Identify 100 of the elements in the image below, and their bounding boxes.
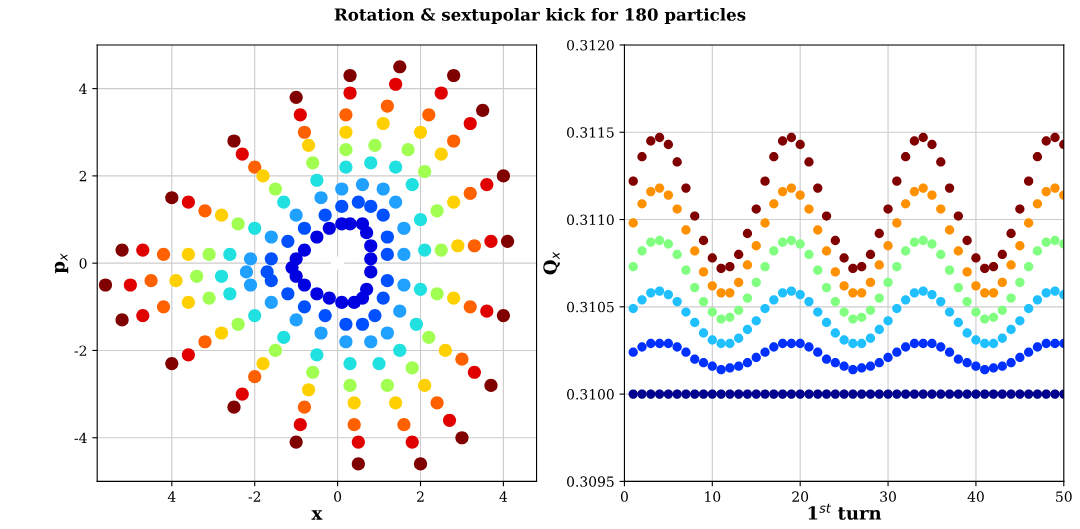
point bbox=[865, 249, 876, 260]
point bbox=[892, 218, 902, 228]
x-tick-label: 4 bbox=[167, 491, 176, 502]
point bbox=[909, 136, 920, 146]
point bbox=[190, 269, 204, 283]
point bbox=[1015, 241, 1025, 251]
point bbox=[1041, 186, 1051, 197]
point bbox=[698, 358, 709, 368]
x-tick-label: 0 bbox=[620, 491, 628, 502]
point bbox=[857, 363, 867, 373]
point bbox=[663, 338, 674, 349]
point bbox=[971, 389, 981, 399]
point bbox=[900, 199, 911, 209]
point bbox=[310, 230, 324, 244]
point bbox=[760, 176, 770, 186]
point bbox=[892, 303, 902, 314]
point bbox=[654, 235, 665, 246]
point bbox=[971, 335, 981, 345]
point bbox=[734, 389, 744, 399]
point bbox=[962, 235, 972, 246]
point bbox=[953, 354, 964, 364]
point bbox=[865, 277, 876, 288]
point bbox=[830, 267, 840, 277]
point bbox=[314, 326, 328, 340]
point bbox=[742, 358, 753, 368]
point bbox=[654, 389, 665, 399]
point bbox=[953, 317, 964, 328]
point bbox=[413, 125, 428, 139]
point bbox=[672, 389, 682, 399]
point bbox=[980, 263, 990, 274]
y-tick-label: 0.3100 bbox=[567, 389, 614, 400]
point bbox=[397, 278, 411, 292]
point bbox=[227, 400, 241, 414]
point bbox=[202, 291, 216, 305]
point bbox=[335, 199, 349, 214]
point bbox=[900, 342, 911, 352]
x-axis-title: x bbox=[311, 510, 323, 520]
point bbox=[646, 288, 656, 298]
point bbox=[734, 277, 744, 288]
point bbox=[405, 178, 419, 192]
point bbox=[405, 361, 419, 375]
point bbox=[839, 335, 849, 345]
point bbox=[698, 328, 709, 338]
point bbox=[467, 239, 481, 253]
point bbox=[997, 361, 1007, 371]
point bbox=[1015, 389, 1025, 399]
point bbox=[335, 182, 349, 196]
point bbox=[480, 304, 494, 318]
point bbox=[646, 136, 656, 146]
point bbox=[268, 343, 283, 358]
point bbox=[264, 230, 278, 244]
point bbox=[953, 246, 964, 256]
point bbox=[628, 347, 638, 357]
point bbox=[1023, 347, 1034, 357]
point bbox=[227, 134, 241, 148]
point bbox=[760, 303, 770, 314]
point bbox=[380, 230, 394, 244]
point bbox=[248, 160, 262, 174]
x-tick-label: 20 bbox=[792, 491, 809, 502]
point bbox=[997, 389, 1007, 399]
point bbox=[637, 246, 647, 256]
point bbox=[339, 108, 353, 122]
point bbox=[318, 208, 332, 222]
point bbox=[804, 389, 814, 399]
point bbox=[484, 378, 498, 392]
point bbox=[936, 342, 946, 352]
point bbox=[235, 147, 249, 161]
point bbox=[376, 291, 390, 305]
point bbox=[769, 246, 779, 256]
point bbox=[297, 125, 312, 139]
point bbox=[235, 387, 249, 401]
point bbox=[434, 243, 448, 257]
point bbox=[751, 352, 761, 363]
point bbox=[364, 252, 378, 266]
point bbox=[804, 296, 814, 307]
point bbox=[1050, 132, 1060, 143]
point bbox=[690, 282, 700, 293]
point bbox=[231, 217, 245, 231]
point bbox=[795, 190, 805, 200]
point bbox=[293, 108, 307, 122]
point bbox=[690, 389, 700, 399]
point bbox=[455, 431, 469, 445]
point bbox=[883, 316, 893, 326]
point bbox=[248, 370, 262, 384]
point bbox=[874, 228, 884, 239]
point bbox=[1050, 338, 1060, 349]
y-tick-label: 0.3110 bbox=[567, 214, 614, 226]
point bbox=[248, 221, 262, 235]
point bbox=[918, 338, 928, 349]
point bbox=[777, 136, 788, 146]
point bbox=[165, 356, 179, 371]
point bbox=[742, 324, 753, 335]
point bbox=[169, 274, 183, 288]
point bbox=[997, 333, 1007, 343]
y-tick-label: 0.3115 bbox=[567, 127, 614, 138]
point bbox=[769, 342, 779, 352]
point bbox=[165, 191, 179, 205]
point bbox=[672, 157, 682, 167]
point bbox=[310, 348, 324, 362]
point bbox=[422, 108, 436, 122]
